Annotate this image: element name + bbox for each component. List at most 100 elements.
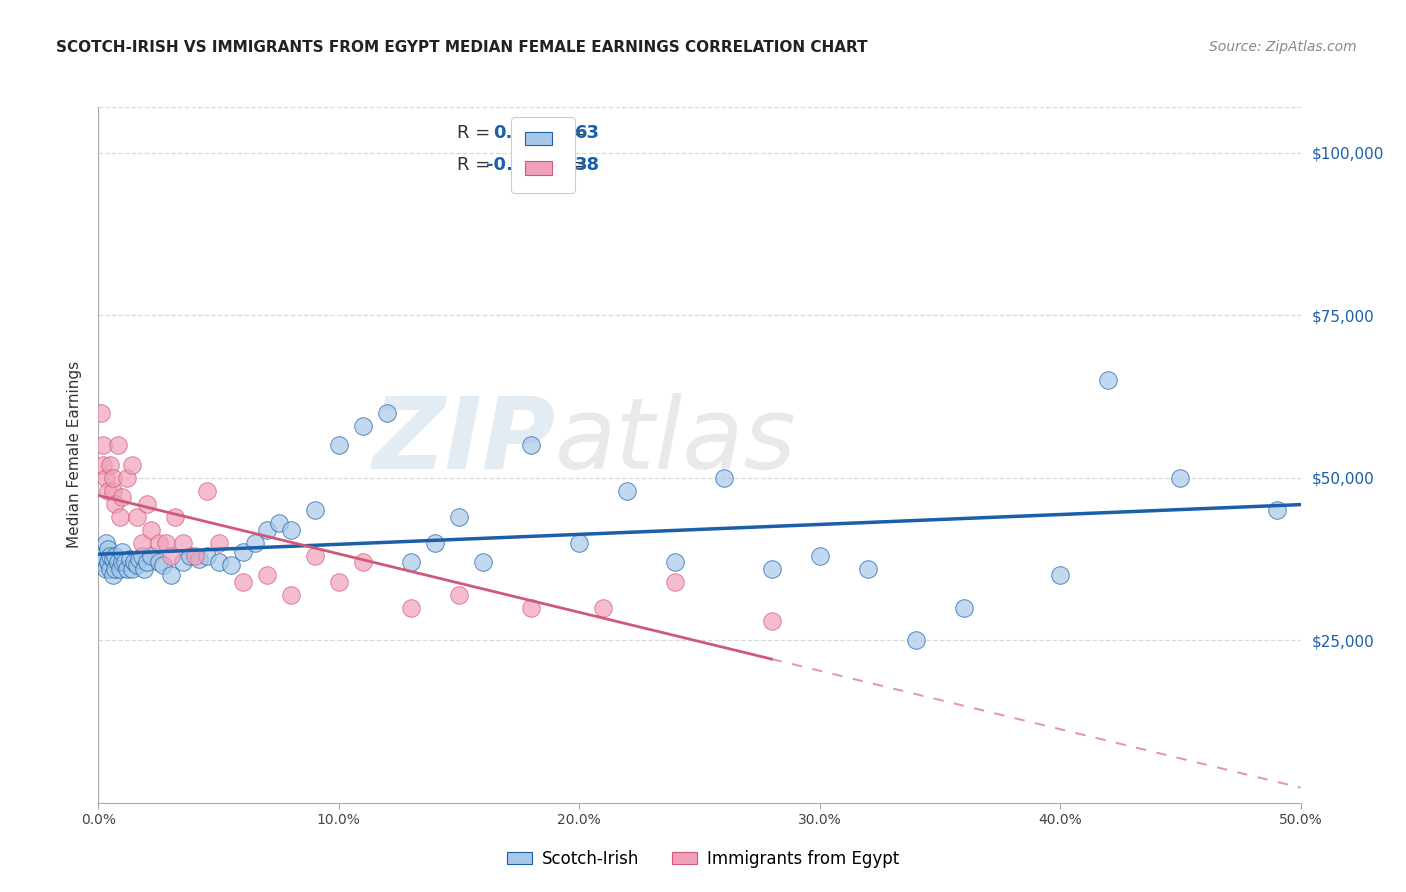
Point <box>447 588 470 602</box>
Point <box>90 406 112 420</box>
Point <box>101 568 124 582</box>
Point <box>664 555 686 569</box>
Point <box>101 552 124 566</box>
Point <box>904 633 927 648</box>
Point <box>155 535 177 549</box>
Point <box>108 509 131 524</box>
Point <box>111 545 134 559</box>
Point <box>117 471 139 485</box>
Point <box>304 503 326 517</box>
Point <box>94 471 117 485</box>
Point <box>1170 471 1192 485</box>
Point <box>195 483 218 498</box>
Point <box>953 600 976 615</box>
Point <box>90 555 112 569</box>
Point <box>121 562 143 576</box>
Point <box>100 549 122 563</box>
Point <box>352 418 374 433</box>
Y-axis label: Median Female Earnings: Median Female Earnings <box>67 361 83 549</box>
Point <box>141 523 163 537</box>
Point <box>159 549 181 563</box>
Point <box>399 600 422 615</box>
Point <box>592 600 614 615</box>
Point <box>97 483 120 498</box>
Text: N =: N = <box>541 124 592 143</box>
Point <box>375 406 398 420</box>
Text: Source: ZipAtlas.com: Source: ZipAtlas.com <box>1209 40 1357 54</box>
Point <box>280 523 302 537</box>
Point <box>101 471 124 485</box>
Point <box>128 552 150 566</box>
Point <box>148 555 170 569</box>
Point <box>91 438 114 452</box>
Text: 38: 38 <box>575 156 599 174</box>
Point <box>91 549 114 563</box>
Point <box>399 555 422 569</box>
Point <box>117 562 139 576</box>
Text: 63: 63 <box>575 124 599 143</box>
Text: R =: R = <box>457 156 496 174</box>
Point <box>256 523 278 537</box>
Point <box>328 574 350 589</box>
Point <box>97 542 120 557</box>
Point <box>188 552 211 566</box>
Point <box>125 558 148 573</box>
Point <box>165 509 187 524</box>
Legend: Scotch-Irish, Immigrants from Egypt: Scotch-Irish, Immigrants from Egypt <box>501 844 905 875</box>
Text: SCOTCH-IRISH VS IMMIGRANTS FROM EGYPT MEDIAN FEMALE EARNINGS CORRELATION CHART: SCOTCH-IRISH VS IMMIGRANTS FROM EGYPT ME… <box>56 40 868 55</box>
Point <box>111 490 134 504</box>
Text: N =: N = <box>541 156 592 174</box>
Point <box>148 535 170 549</box>
Point <box>108 562 131 576</box>
Point <box>208 535 231 549</box>
Point <box>135 555 157 569</box>
Legend: , : , <box>512 117 575 193</box>
Text: R =: R = <box>457 124 502 143</box>
Point <box>328 438 350 452</box>
Point <box>256 568 278 582</box>
Point <box>664 574 686 589</box>
Point <box>100 458 122 472</box>
Point <box>713 471 735 485</box>
Point <box>172 535 194 549</box>
Point <box>131 535 153 549</box>
Point <box>135 497 157 511</box>
Point <box>131 549 153 563</box>
Point <box>141 549 163 563</box>
Point <box>107 555 129 569</box>
Point <box>101 483 124 498</box>
Point <box>121 458 143 472</box>
Point <box>243 535 266 549</box>
Point <box>520 600 543 615</box>
Point <box>520 438 543 452</box>
Point <box>208 555 231 569</box>
Point <box>423 535 446 549</box>
Point <box>568 535 591 549</box>
Point <box>1097 373 1119 387</box>
Point <box>1049 568 1071 582</box>
Point <box>94 535 117 549</box>
Point <box>97 555 120 569</box>
Point <box>107 438 129 452</box>
Point <box>159 568 181 582</box>
Text: atlas: atlas <box>555 392 797 490</box>
Point <box>179 549 201 563</box>
Point <box>472 555 495 569</box>
Point <box>616 483 638 498</box>
Point <box>232 574 254 589</box>
Point <box>132 562 155 576</box>
Point <box>100 562 122 576</box>
Point <box>94 562 117 576</box>
Point <box>104 497 127 511</box>
Point <box>447 509 470 524</box>
Text: -0.411: -0.411 <box>485 156 550 174</box>
Point <box>152 558 174 573</box>
Point <box>172 555 194 569</box>
Point <box>232 545 254 559</box>
Point <box>118 552 141 566</box>
Point <box>104 562 127 576</box>
Point <box>267 516 290 531</box>
Point <box>352 555 374 569</box>
Point <box>104 549 127 563</box>
Point <box>280 588 302 602</box>
